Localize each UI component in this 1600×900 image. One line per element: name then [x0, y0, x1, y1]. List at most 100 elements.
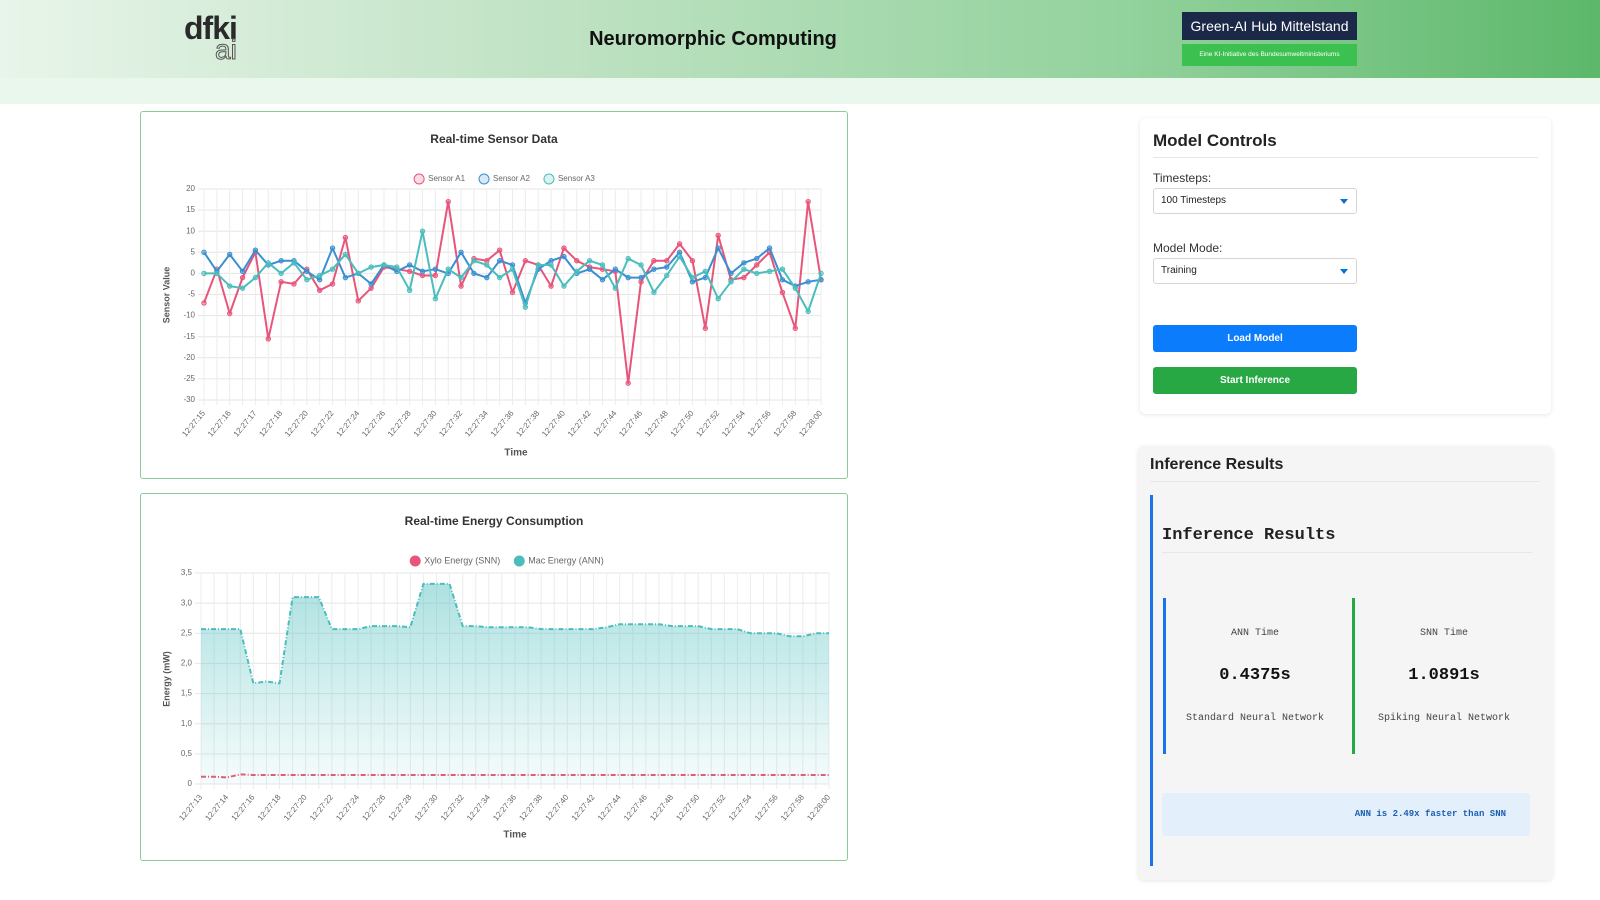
chart-title: Real-time Energy Consumption [405, 514, 584, 528]
x-tick-label: 12:27:14 [203, 792, 230, 822]
data-point [702, 325, 709, 331]
x-tick-label: 12:27:20 [283, 408, 310, 438]
data-point [638, 274, 644, 281]
data-point [779, 289, 786, 296]
legend-label: Xylo Energy (SNN) [424, 555, 500, 565]
data-point [471, 258, 477, 264]
data-point [805, 198, 811, 205]
data-point [471, 270, 477, 277]
data-point [741, 266, 747, 272]
timesteps-select[interactable]: 100 Timesteps [1153, 188, 1357, 214]
logo-sub: ai [215, 34, 238, 66]
x-tick-label: 12:27:34 [465, 792, 492, 822]
data-point [432, 266, 439, 272]
data-point [381, 262, 387, 268]
data-point [664, 272, 670, 279]
data-point [651, 266, 657, 272]
x-tick-label: 12:27:26 [360, 408, 387, 438]
y-tick-label: 2,0 [181, 659, 193, 668]
x-tick-label: 12:27:40 [544, 792, 571, 822]
x-tick-label: 12:27:38 [514, 408, 541, 438]
data-point [574, 268, 580, 274]
data-point [754, 262, 760, 268]
data-point [239, 268, 246, 274]
y-tick-label: -5 [188, 290, 196, 299]
x-tick-label: 12:27:42 [566, 408, 593, 438]
data-point [599, 262, 606, 268]
legend-label: Mac Energy (ANN) [528, 555, 604, 565]
data-point [316, 272, 323, 279]
data-point [664, 258, 670, 264]
data-point [252, 247, 259, 253]
data-point [638, 262, 644, 268]
timesteps-label: Timesteps: [1153, 171, 1212, 185]
accent-bar [1150, 495, 1153, 866]
chart-panel: Real-time Sensor Data Sensor Value Time … [140, 111, 848, 479]
data-point [239, 285, 246, 291]
data-point [792, 325, 798, 331]
data-point [818, 270, 824, 277]
data-point [754, 255, 760, 262]
divider [1162, 552, 1532, 553]
header-strip [0, 78, 1600, 104]
legend-marker [413, 173, 425, 185]
y-tick-label: 0 [188, 779, 193, 788]
y-tick-label: 0,5 [181, 749, 193, 758]
data-point [625, 255, 631, 262]
data-point [227, 283, 233, 289]
data-point [766, 245, 773, 251]
chart: Real-time Sensor Data Sensor Value Time … [161, 132, 824, 458]
data-point [458, 249, 464, 256]
y-tick-label: -10 [183, 311, 195, 320]
load-model-button[interactable]: Load Model [1153, 325, 1357, 352]
data-point [458, 274, 464, 281]
x-tick-label: 12:27:30 [412, 408, 439, 438]
data-point [342, 251, 349, 258]
card-description: Standard Neural Network [1185, 713, 1325, 724]
data-point [406, 287, 413, 293]
x-tick-label: 12:27:32 [437, 408, 464, 438]
data-point [496, 247, 503, 253]
data-point [406, 268, 413, 274]
data-point [548, 283, 554, 289]
x-tick-label: 12:27:18 [257, 408, 284, 438]
data-point [728, 270, 734, 277]
x-tick-label: 12:27:58 [772, 408, 799, 438]
x-tick-label: 12:27:30 [413, 792, 440, 822]
start-inference-button[interactable]: Start Inference [1153, 367, 1357, 394]
x-tick-label: 12:28:00 [805, 792, 832, 822]
mode-select[interactable]: Training [1153, 258, 1357, 284]
legend-label: Sensor A1 [428, 174, 465, 183]
y-tick-label: 15 [186, 205, 195, 214]
data-point [201, 270, 207, 277]
y-axis-label: Energy (mW) [161, 651, 171, 707]
card-value: 1.0891s [1408, 666, 1480, 685]
data-point [278, 279, 284, 285]
data-point [368, 264, 374, 270]
data-point [509, 289, 516, 296]
x-tick-label: 12:27:52 [701, 792, 728, 822]
y-tick-label: 20 [186, 184, 195, 193]
badge-subtitle: Eine KI-Initiative des Bundesumweltminis… [1182, 44, 1357, 66]
data-point [792, 285, 798, 291]
legend-label: Sensor A2 [493, 174, 530, 183]
legend-marker [513, 555, 525, 567]
data-point [561, 283, 567, 289]
badge-title[interactable]: Green-AI Hub Mittelstand [1182, 12, 1357, 40]
summary: ANN is 2.49x faster than SNN [1162, 793, 1530, 836]
x-tick-label: 12:27:13 [177, 792, 204, 822]
data-point [316, 287, 323, 293]
chart: Real-time Energy Consumption Energy (mW)… [161, 514, 832, 840]
legend: Sensor A1 Sensor A2 Sensor A3 [413, 173, 595, 185]
y-tick-label: 1,5 [181, 689, 193, 698]
data-point [239, 274, 246, 281]
data-point [445, 198, 451, 205]
x-tick-label: 12:27:58 [779, 792, 806, 822]
y-tick-label: -15 [183, 332, 195, 341]
legend-marker [478, 173, 490, 185]
y-tick-label: -20 [183, 353, 195, 362]
data-point [651, 289, 657, 296]
x-tick-label: 12:27:18 [256, 792, 283, 822]
data-point [715, 232, 721, 239]
